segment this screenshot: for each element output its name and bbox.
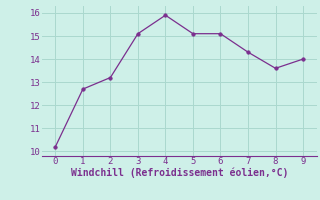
X-axis label: Windchill (Refroidissement éolien,°C): Windchill (Refroidissement éolien,°C) (70, 168, 288, 178)
